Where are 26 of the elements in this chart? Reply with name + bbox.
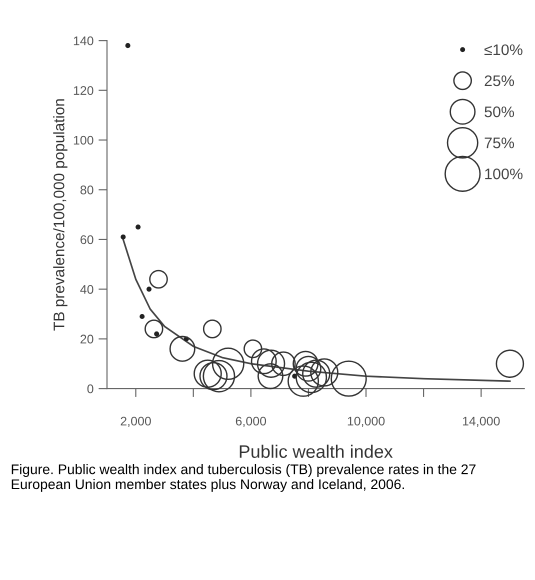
legend-label: 50% bbox=[484, 106, 514, 118]
y-tick-label: 100 bbox=[74, 136, 94, 145]
y-tick-label: 140 bbox=[74, 36, 94, 46]
point bbox=[140, 314, 145, 320]
x-tick-label: 6,000 bbox=[236, 416, 266, 428]
legend-label: ≤10% bbox=[484, 44, 522, 56]
point bbox=[154, 331, 160, 336]
y-axis-title: TB prevalence/100,000 population bbox=[53, 99, 68, 331]
x-tick-label: 14,000 bbox=[462, 416, 500, 428]
y-tick-label: 40 bbox=[80, 284, 94, 294]
point bbox=[136, 224, 141, 230]
x-tick-label: 2,000 bbox=[120, 416, 151, 428]
x-axis-title: Public wealth index bbox=[240, 444, 393, 458]
point bbox=[146, 286, 152, 292]
legend-label: 25% bbox=[484, 75, 514, 86]
y-tick-label: 60 bbox=[80, 235, 94, 244]
y-tick-label: 20 bbox=[80, 334, 94, 344]
point bbox=[125, 43, 130, 48]
text: Figure. Public wealth index and tuberculosis (TB) prevalence rates in the 27 European Union member states plus Norway and Iceland, 2006. bbox=[12, 464, 476, 492]
x-tick-label: 10,000 bbox=[348, 416, 385, 428]
point bbox=[120, 234, 126, 240]
legend-label: 100% bbox=[485, 168, 523, 180]
y-tick-label: 120 bbox=[74, 86, 94, 95]
legend-label: 75% bbox=[484, 138, 514, 148]
y-tick-label: 80 bbox=[80, 186, 94, 194]
y-tick-label: 0 bbox=[87, 384, 94, 394]
